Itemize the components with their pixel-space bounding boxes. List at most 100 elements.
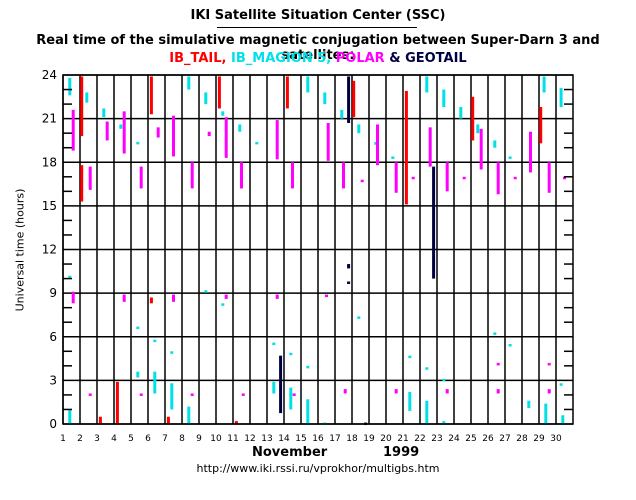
y-tick-label: 15 (42, 199, 57, 213)
conjugation-segment (391, 156, 395, 159)
conjugation-segment (166, 416, 170, 424)
series-ib-tail (80, 76, 543, 424)
conjugation-segment (376, 124, 379, 166)
conjugation-segment (394, 389, 398, 394)
conjugation-segment (187, 406, 191, 424)
conjugation-segment (347, 281, 351, 284)
data-marks (68, 76, 566, 426)
x-tick-label: 11 (227, 434, 238, 444)
y-tick-label: 3 (49, 373, 57, 387)
conjugation-segment (289, 387, 293, 410)
conjugation-segment (241, 393, 245, 396)
conjugation-segment (496, 362, 500, 366)
conjugation-segment (508, 344, 512, 347)
conjugation-segment (496, 162, 500, 195)
conjugation-segment (394, 162, 398, 193)
x-tick-label: 14 (278, 434, 290, 444)
conjugation-segment (80, 165, 84, 202)
x-tick-label: 12 (244, 434, 255, 444)
conjugation-segment (139, 393, 143, 396)
conjugation-segment (408, 355, 412, 359)
conjugation-segment (542, 76, 546, 93)
conjugation-segment (425, 367, 429, 370)
conjugation-segment (272, 381, 276, 394)
conjugation-segment (275, 120, 279, 160)
legend-polar: POLAR (331, 51, 385, 66)
conjugation-segment (291, 162, 294, 189)
series-ib-magion-5 (68, 76, 565, 426)
conjugation-segment (340, 109, 344, 119)
conjugation-segment (459, 106, 463, 119)
conjugation-segment (71, 291, 75, 304)
x-tick-label: 26 (482, 434, 494, 444)
y-tick-label: 9 (49, 286, 57, 300)
conjugation-segment (217, 76, 221, 109)
series-geotail (279, 76, 436, 426)
conjugation-segment (172, 115, 175, 157)
tick-labels: 1 2 3 4 5 6 7 8 9 10 11 12 13 14 15 16 17 18 19 20 21 22 23 24 2… (42, 68, 562, 444)
conjugation-segment (323, 92, 327, 105)
conjugation-segment (224, 294, 228, 299)
conjugation-segment (352, 80, 356, 118)
x-tick-label: 19 (363, 434, 375, 444)
conjugation-segment (547, 389, 551, 394)
x-tick-label: 20 (380, 434, 392, 444)
x-tick-label: 8 (179, 434, 185, 444)
conjugation-segment (544, 403, 548, 424)
conjugation-segment (559, 383, 563, 386)
conjugation-segment (98, 416, 102, 424)
satellite-legend: IB_TAIL, IB_MAGION 5, POLAR & GEOTAIL (0, 51, 636, 66)
conjugation-segment (88, 166, 92, 190)
conjugation-segment (224, 117, 228, 158)
conjugation-segment (105, 121, 109, 141)
conjugation-segment (187, 76, 191, 90)
conjugation-segment (493, 140, 497, 148)
conjugation-segment (408, 392, 412, 411)
x-tick-label: 28 (516, 434, 528, 444)
x-tick-label: 25 (465, 434, 476, 444)
conjugation-segment (88, 393, 92, 396)
conjugation-segment (563, 176, 566, 180)
x-tick-label: 3 (94, 434, 100, 444)
x-tick-label: 4 (111, 434, 117, 444)
x-tick-label: 27 (499, 434, 510, 444)
conjugation-segment (325, 294, 328, 298)
conjugation-segment (136, 326, 140, 330)
conjugation-segment (445, 389, 449, 394)
conjugation-segment (404, 90, 408, 205)
plot-frame (62, 74, 574, 425)
conjugation-segment (234, 421, 238, 424)
conjugation-segment (442, 421, 446, 424)
conjugation-segment (476, 124, 480, 134)
conjugation-segment (529, 131, 532, 173)
x-tick-label: 30 (550, 434, 562, 444)
conjugation-segment (255, 141, 259, 145)
conjugation-segment (122, 111, 126, 154)
conjugation-segment (115, 381, 119, 424)
conjugation-segment (442, 378, 446, 382)
conjugation-segment (221, 111, 225, 116)
conjugation-segment (428, 127, 432, 167)
conjugation-segment (221, 303, 225, 306)
legend-ib-tail: IB_TAIL, (169, 51, 227, 66)
conjugation-segment (493, 332, 497, 335)
conjugation-segment (539, 106, 543, 144)
grid (62, 74, 573, 425)
conjugation-segment (292, 393, 296, 396)
conjugation-segment (479, 128, 483, 170)
conjugation-segment (272, 342, 276, 346)
x-tick-label: 7 (162, 434, 168, 444)
source-url[interactable]: http://www.iki.rssi.ru/vprokhor/multigbs… (196, 462, 440, 475)
conjugation-segment (425, 400, 429, 424)
conjugation-segment (80, 76, 84, 137)
conjugation-segment (343, 389, 347, 394)
conjugation-segment (445, 162, 449, 192)
conjugation-segment (432, 166, 436, 279)
conjugation-segment (279, 355, 283, 414)
conjugation-segment (285, 76, 289, 109)
conjugation-segment (306, 365, 310, 369)
conjugation-segment (156, 127, 160, 138)
legend-ib-magion5: IB_MAGION 5, (226, 51, 332, 66)
x-tick-label: 9 (196, 434, 202, 444)
